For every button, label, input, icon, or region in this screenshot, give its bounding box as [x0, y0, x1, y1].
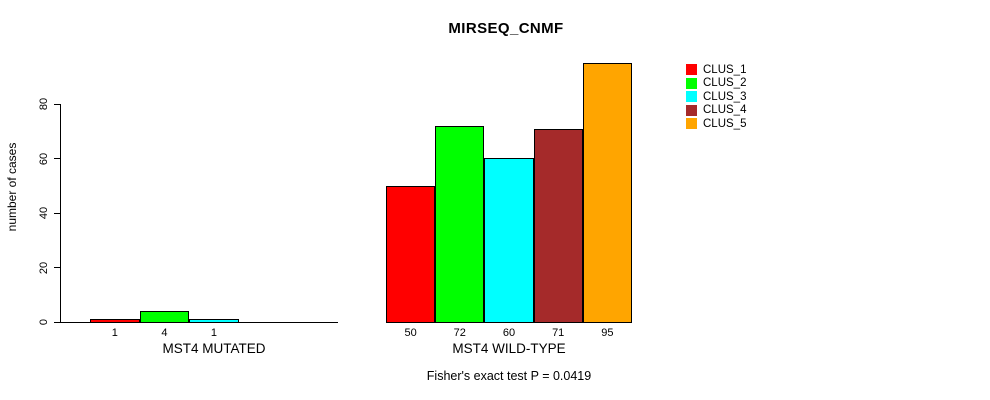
footer-caption: Fisher's exact test P = 0.0419 — [426, 369, 592, 383]
y-axis-line — [60, 104, 61, 323]
legend-item: CLUS_5 — [686, 117, 746, 131]
y-axis-title: number of cases — [5, 142, 19, 232]
group-label-wildtype: MST4 WILD-TYPE — [452, 341, 566, 356]
legend-swatch-clus_2 — [686, 77, 697, 89]
bar-value-label: 71 — [552, 327, 565, 339]
y-axis-tick-label: 20 — [38, 261, 50, 274]
bar-value-label: 50 — [404, 327, 417, 339]
bar-clus_1 — [386, 186, 436, 323]
bar-value-label: 4 — [161, 327, 168, 339]
bar-clus_2 — [435, 126, 485, 323]
bar-clus_5 — [582, 63, 632, 323]
y-axis-tick — [54, 267, 60, 268]
legend: CLUS_1 CLUS_2 CLUS_3 CLUS_4 CLUS_5 — [686, 63, 746, 131]
y-axis-tick-label: 60 — [38, 152, 50, 165]
y-axis-tick — [54, 212, 60, 214]
legend-swatch-clus_1 — [686, 64, 697, 76]
legend-label: CLUS_5 — [703, 117, 747, 130]
legend-label: CLUS_1 — [703, 63, 747, 76]
group-label-mutated: MST4 MUTATED — [162, 341, 266, 356]
legend-label: CLUS_3 — [703, 90, 747, 103]
bar-clus_1 — [90, 319, 140, 323]
legend-swatch-clus_3 — [686, 91, 697, 103]
legend-swatch-clus_4 — [686, 104, 697, 116]
legend-swatch-clus_5 — [686, 118, 697, 130]
legend-label: CLUS_4 — [703, 104, 747, 117]
bar-value-label: 60 — [502, 327, 516, 339]
legend-item: CLUS_2 — [686, 77, 746, 91]
bar-clus_3 — [484, 158, 534, 323]
bar-clus_3 — [189, 319, 239, 323]
bar-clus_2 — [139, 311, 190, 323]
bar-value-label: 72 — [453, 327, 466, 339]
bar-value-label: 95 — [601, 327, 614, 339]
bar-clus_4 — [533, 129, 583, 323]
chart-title: MIRSEQ_CNMF — [448, 20, 564, 37]
legend-label: CLUS_2 — [703, 77, 747, 90]
y-axis-tick-label: 80 — [38, 97, 50, 111]
legend-item: CLUS_3 — [686, 90, 746, 104]
y-axis-tick-label: 40 — [38, 206, 50, 220]
bar-value-label: 1 — [210, 327, 218, 339]
y-axis-tick-label: 0 — [38, 318, 50, 326]
legend-item: CLUS_1 — [686, 63, 746, 77]
bar-value-label: 1 — [111, 327, 118, 339]
y-axis-tick — [54, 158, 60, 159]
legend-item: CLUS_4 — [686, 104, 746, 118]
y-axis-tick — [54, 103, 60, 105]
y-axis-tick — [54, 321, 60, 323]
